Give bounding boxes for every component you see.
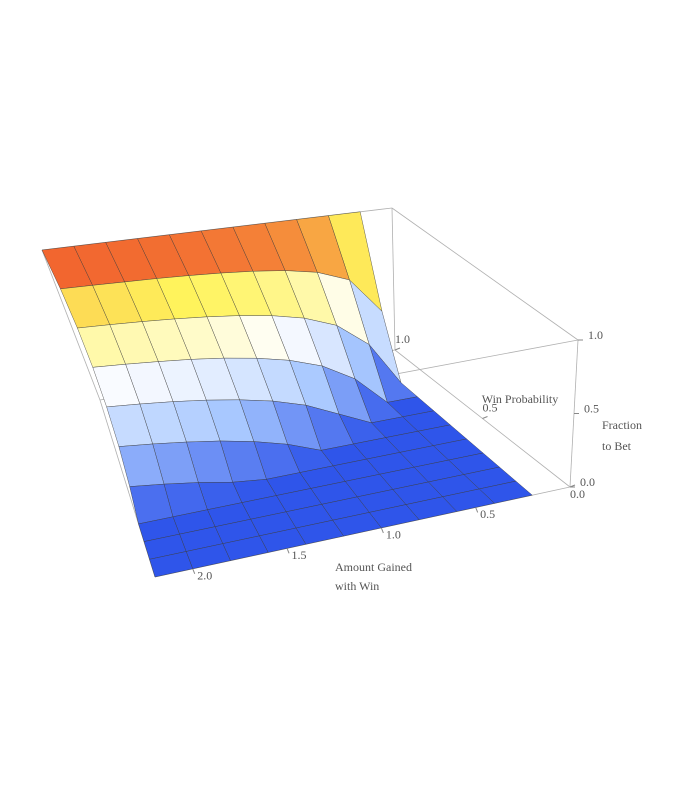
x-tick bbox=[380, 527, 384, 534]
box-edge bbox=[391, 207, 579, 341]
z-tick-label: 0.0 bbox=[580, 475, 595, 489]
box-edge bbox=[391, 207, 396, 351]
x-tick-label: 0.5 bbox=[480, 507, 495, 521]
x-tick-label: 1.0 bbox=[386, 528, 401, 542]
x-tick-label: 2.0 bbox=[197, 569, 212, 583]
z-axis-label: Fraction bbox=[602, 418, 642, 432]
y-tick-label: 0.0 bbox=[570, 487, 585, 501]
y-tick bbox=[394, 347, 401, 351]
surface-face bbox=[149, 551, 194, 578]
box-edge bbox=[41, 249, 101, 401]
z-axis-label: to Bet bbox=[602, 439, 632, 453]
x-tick-label: 1.5 bbox=[292, 548, 307, 562]
x-tick bbox=[286, 548, 290, 554]
z-tick-label: 1.0 bbox=[588, 328, 603, 342]
x-axis-label: with Win bbox=[335, 579, 379, 593]
y-tick-label: 0.5 bbox=[483, 400, 498, 414]
y-tick-label: 1.0 bbox=[395, 332, 410, 346]
x-axis-label: Amount Gained bbox=[335, 560, 412, 574]
x-tick bbox=[192, 568, 196, 575]
y-tick bbox=[482, 416, 488, 419]
x-tick bbox=[475, 507, 479, 513]
z-tick-label: 0.5 bbox=[584, 401, 599, 415]
y-axis-label: Win Probability bbox=[482, 392, 559, 406]
